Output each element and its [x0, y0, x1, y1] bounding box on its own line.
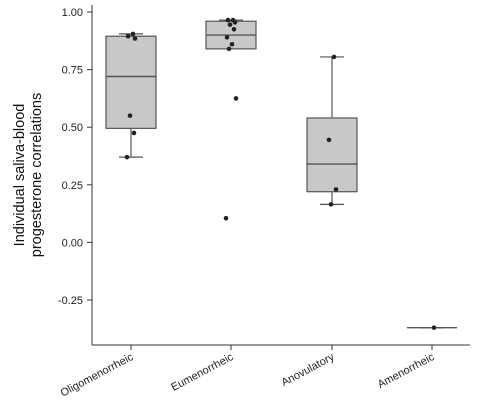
x-tick-label: Anovulatory: [279, 351, 336, 389]
y-axis: 1.00 0.75 0.50 0.25 0.00 -0.25: [58, 5, 93, 345]
y-tick-label: -0.25: [58, 295, 83, 307]
box: [105, 35, 157, 129]
data-point: [331, 54, 337, 60]
data-point: [226, 46, 232, 52]
data-point: [225, 17, 231, 23]
data-point: [223, 215, 229, 221]
x-tick-label: Eumenorrheic: [169, 351, 236, 394]
data-point: [131, 130, 137, 136]
data-point: [125, 33, 131, 39]
box-group: [105, 31, 157, 160]
data-point: [130, 31, 136, 37]
box-group: [306, 54, 358, 207]
data-point: [224, 35, 230, 40]
y-axis-title: Individual saliva-bloodprogesterone corr…: [12, 93, 45, 257]
data-point: [431, 325, 437, 330]
box-group: [205, 17, 257, 221]
y-axis-title-line: progesterone correlations: [29, 93, 45, 257]
data-point: [233, 96, 239, 101]
plot-area: [105, 17, 457, 330]
y-tick-label: 0.75: [62, 65, 83, 77]
y-axis-title-line: Individual saliva-blood: [12, 104, 28, 247]
y-tick-label: 0.25: [62, 180, 83, 192]
box-group: [407, 325, 457, 330]
data-point: [132, 36, 138, 41]
box: [306, 117, 358, 193]
data-point: [227, 22, 233, 27]
x-tick-label: Amenorrheic: [376, 351, 437, 391]
data-point: [231, 26, 237, 32]
y-tick-label: 0.00: [62, 237, 83, 249]
data-point: [328, 202, 334, 207]
data-point: [326, 137, 332, 143]
data-point: [229, 41, 235, 47]
y-tick-label: 0.50: [62, 122, 83, 134]
data-point: [127, 113, 133, 118]
data-point: [124, 154, 130, 160]
x-axis: Oligomenorrheic Eumenorrheic Anovulatory Am…: [59, 344, 470, 400]
x-tick-label: Oligomenorrheic: [59, 351, 136, 400]
y-tick-label: 1.00: [62, 7, 83, 19]
data-point: [232, 20, 238, 25]
data-point: [333, 187, 339, 192]
